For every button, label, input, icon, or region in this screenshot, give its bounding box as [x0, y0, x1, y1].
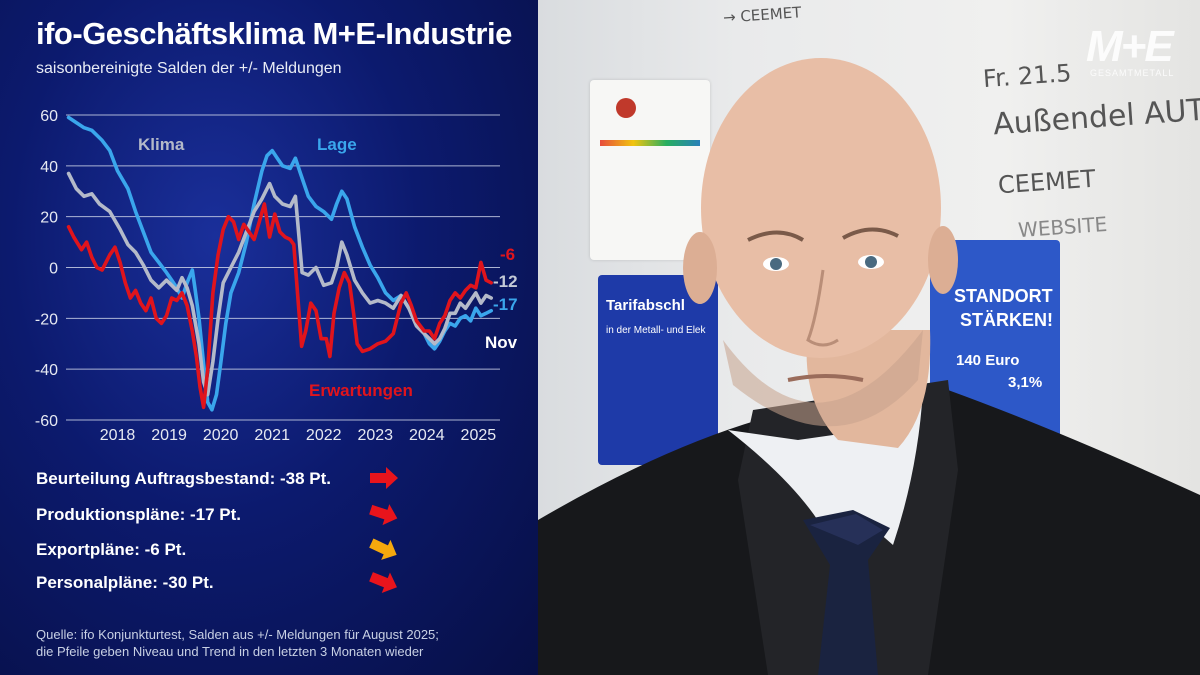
line-chart: 60 40 20 0 -20 -40 -60 2018 2019 2020 2021 2022 202… [35, 108, 518, 444]
x-tick-label: 2024 [409, 427, 445, 444]
arrow-down-right-icon [369, 504, 398, 526]
series-line-lage [66, 115, 494, 412]
end-label-lage: -17 [493, 295, 518, 314]
brand-logo-sub: GESAMTMETALL [1090, 68, 1175, 78]
poster-left-title: Tarifabschl [606, 297, 685, 314]
poster-left: Tarifabschl in der Metall- und Elek [598, 275, 718, 465]
indicator-auftragsbestand: Beurteilung Auftragsbestand: -38 Pt. [36, 469, 332, 488]
person-silhouette [538, 58, 1200, 675]
series-line-erwartungen [66, 202, 494, 410]
x-tick-label: 2020 [203, 427, 239, 444]
y-tick-label: -40 [35, 362, 58, 379]
chart-series [66, 115, 494, 412]
chart-grid [66, 114, 500, 421]
source-note: Quelle: ifo Konjunkturtest, Salden aus +… [36, 626, 439, 660]
indicator-personalplaene: Personalpläne: -30 Pt. [36, 573, 214, 592]
y-tick-label: 60 [40, 108, 58, 125]
poster-left-sub: in der Metall- und Elek [606, 325, 706, 336]
video-photo-panel: → CEEMET Fr. 21.5 Außendel AUT CEEMET WE… [538, 0, 1200, 675]
source-line-1: Quelle: ifo Konjunkturtest, Salden aus +… [36, 627, 439, 642]
x-tick-label: 2021 [254, 427, 290, 444]
chart-title: ifo-Geschäftsklima M+E-Industrie [36, 16, 512, 51]
paper-sheet [590, 80, 710, 260]
chart-panel: ifo-Geschäftsklima M+E-Industrie saisonb… [0, 0, 538, 675]
label-month: Nov [485, 333, 518, 352]
indicator-exportplaene: Exportpläne: -6 Pt. [36, 540, 187, 559]
end-label-erwartungen: -6 [500, 245, 515, 264]
series-line-klima [66, 171, 494, 397]
indicator-produktionsplaene: Produktionspläne: -17 Pt. [36, 505, 241, 524]
chart-subtitle: saisonbereinigte Salden der +/- Meldunge… [36, 60, 342, 77]
magnet [616, 98, 636, 118]
color-strip [600, 140, 700, 146]
poster-right-amount: 140 Euro [956, 352, 1020, 369]
source-line-2: die Pfeile geben Niveau und Trend in den… [36, 644, 424, 659]
poster-right-title-2: STÄRKEN! [960, 310, 1053, 330]
chart-annotations: Klima Lage Erwartungen Nov -6 -12 -17 [138, 135, 518, 400]
poster-right-percent: 3,1% [1008, 374, 1043, 391]
x-tick-label: 2019 [151, 427, 187, 444]
y-tick-label: 0 [49, 261, 58, 278]
brand-logo: M+E [1086, 22, 1174, 71]
y-tick-label: -60 [35, 413, 58, 430]
x-tick-label: 2022 [306, 427, 342, 444]
y-tick-label: -20 [35, 311, 58, 328]
x-axis: 2018 2019 2020 2021 2022 2023 2024 2025 [100, 427, 497, 444]
arrow-down-right-icon [369, 538, 397, 560]
y-axis: 60 40 20 0 -20 -40 -60 [35, 108, 58, 430]
label-lage: Lage [317, 135, 357, 154]
end-label-klima: -12 [493, 272, 518, 291]
y-tick-label: 20 [40, 210, 58, 227]
y-tick-label: 40 [40, 159, 58, 176]
arrow-down-right-icon [369, 572, 397, 593]
poster-right-title: STANDORT [954, 286, 1053, 306]
x-tick-label: 2018 [100, 427, 136, 444]
label-klima: Klima [138, 135, 185, 154]
x-tick-label: 2025 [461, 427, 497, 444]
arrow-right-icon [370, 467, 398, 489]
x-tick-label: 2023 [357, 427, 393, 444]
label-erwartungen: Erwartungen [309, 381, 413, 400]
